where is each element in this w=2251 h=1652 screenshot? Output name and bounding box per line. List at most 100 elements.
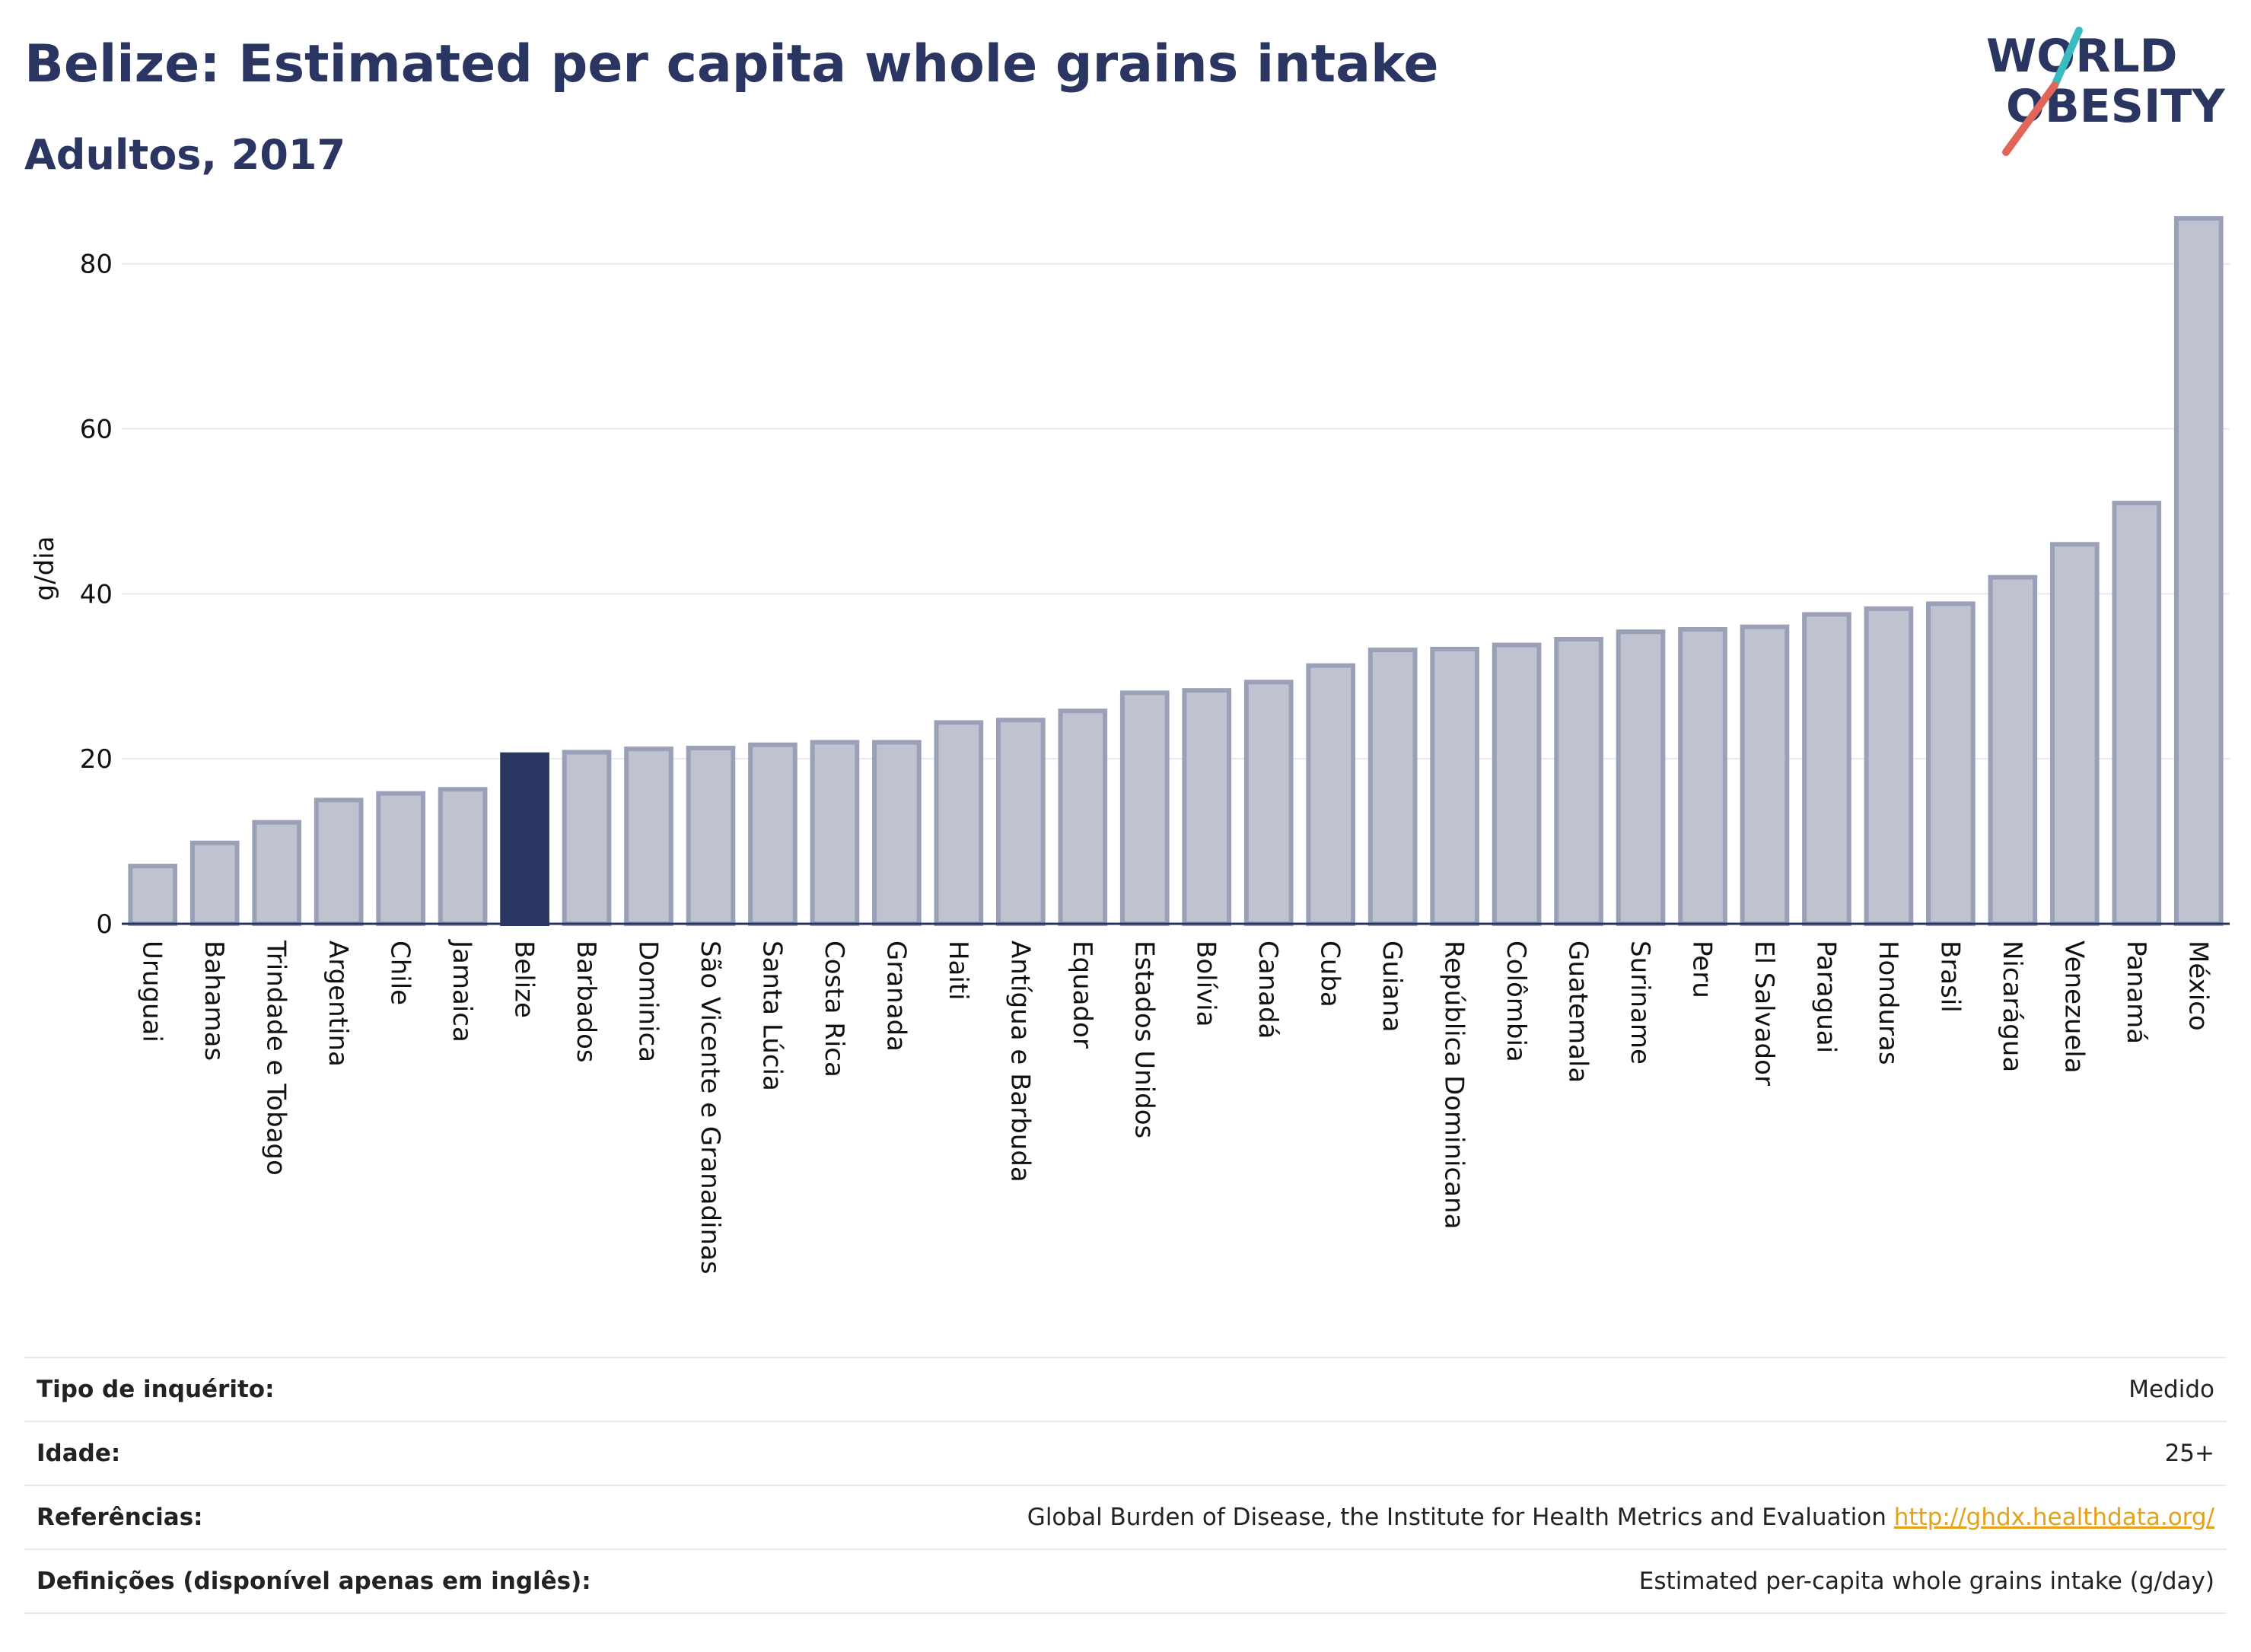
bar-república-dominicana[interactable]: [1430, 646, 1479, 926]
bar-estados-unidos[interactable]: [1119, 690, 1170, 926]
meta-value: Medido: [2128, 1376, 2214, 1403]
bar-chart: 0 20 40 60 80 Uruguai Bahamas Trindade e Tobag…: [30, 216, 2230, 1275]
x-tick-label: México: [2183, 941, 2213, 1031]
x-tick-label: Granada: [880, 941, 911, 1052]
chart-title: Belize: Estimated per capita whole grain…: [24, 34, 1439, 94]
x-tick-label: Colômbia: [1501, 941, 1531, 1062]
x-tick-label: Argentina: [323, 941, 353, 1067]
bar-el-salvador[interactable]: [1740, 624, 1790, 927]
meta-value: Global Burden of Disease, the Institute …: [1027, 1504, 2227, 1531]
x-tick-label: Guatemala: [1563, 941, 1594, 1083]
x-tick-label: Costa Rica: [819, 941, 849, 1077]
x-tick-label: Bolívia: [1191, 941, 1221, 1027]
y-tick-label: 20: [80, 744, 113, 775]
bar-colômbia[interactable]: [1492, 642, 1542, 926]
bar-venezuela[interactable]: [2049, 542, 2100, 926]
x-tick-label: Haiti: [943, 941, 973, 1001]
world-obesity-logo: WORLD OBESITY: [1986, 27, 2226, 156]
bar-canadá[interactable]: [1243, 680, 1294, 927]
x-tick-label: Honduras: [1873, 941, 1903, 1065]
x-tick-label: Antígua e Barbuda: [1005, 941, 1035, 1183]
bar-barbados[interactable]: [562, 750, 612, 926]
bar-dominica[interactable]: [624, 746, 673, 926]
gridlines: [122, 263, 2230, 925]
y-tick-label: 40: [80, 579, 113, 610]
bar-honduras[interactable]: [1864, 606, 1914, 926]
bar-guiana[interactable]: [1367, 648, 1418, 927]
bars: [128, 216, 2224, 927]
meta-label: Idade:: [37, 1440, 121, 1467]
x-tick-label: Peru: [1687, 941, 1718, 998]
x-tick-label: Brasil: [1934, 941, 1965, 1013]
x-axis-labels: Uruguai Bahamas Trindade e Tobago Argentina…: [137, 939, 2214, 1275]
x-tick-label: Equador: [1067, 941, 1097, 1049]
reference-link[interactable]: http://ghdx.healthdata.org/: [1893, 1504, 2214, 1531]
x-tick-label: Belize: [509, 941, 540, 1018]
meta-row-references: Referências: Global Burden of Disease, t…: [24, 1485, 2227, 1549]
chart-subtitle: Adultos, 2017: [24, 131, 346, 179]
meta-label: Tipo de inquérito:: [37, 1376, 275, 1403]
x-tick-label: Bahamas: [199, 941, 229, 1061]
reference-text: Global Burden of Disease, the Institute …: [1027, 1504, 1886, 1531]
x-tick-label: Venezuela: [2058, 941, 2089, 1074]
meta-row-survey: Tipo de inquérito: Medido: [24, 1357, 2227, 1421]
x-tick-label: Barbados: [571, 941, 601, 1063]
bar-costa-rica[interactable]: [810, 740, 860, 926]
x-tick-label: El Salvador: [1749, 941, 1779, 1086]
meta-row-age: Idade: 25+: [24, 1421, 2227, 1485]
x-tick-label: Cuba: [1315, 941, 1345, 1007]
bar-equador[interactable]: [1058, 708, 1108, 927]
bar-haiti[interactable]: [934, 720, 984, 926]
x-tick-label: Santa Lúcia: [756, 941, 787, 1091]
meta-value: 25+: [2164, 1440, 2214, 1467]
bar-méxico[interactable]: [2173, 216, 2224, 926]
logo-line1: WORLD: [1986, 30, 2177, 83]
bar-nicarágua[interactable]: [1988, 575, 2038, 926]
meta-label: Definições (disponível apenas em inglês)…: [37, 1568, 591, 1595]
bar-paraguai[interactable]: [1802, 612, 1851, 926]
bar-são-vicente-e-granadinas[interactable]: [686, 746, 736, 926]
bar-chile[interactable]: [376, 791, 425, 926]
bar-bolívia[interactable]: [1182, 688, 1232, 926]
bar-santa-lúcia[interactable]: [748, 742, 798, 926]
x-tick-label: Dominica: [633, 941, 664, 1062]
y-tick-label: 80: [80, 250, 113, 280]
y-tick-label: 0: [96, 909, 113, 940]
bar-belize[interactable]: [500, 752, 549, 926]
x-tick-label: Canadá: [1253, 941, 1283, 1039]
x-tick-label: Chile: [385, 941, 415, 1005]
bar-argentina[interactable]: [314, 797, 364, 926]
x-tick-label: Panamá: [2121, 941, 2151, 1044]
x-tick-label: Paraguai: [1810, 941, 1841, 1053]
bar-suriname[interactable]: [1616, 629, 1666, 926]
bar-brasil[interactable]: [1926, 601, 1976, 926]
y-axis-ticks: 0 20 40 60 80: [80, 250, 113, 940]
x-tick-label: Nicarágua: [1997, 941, 2027, 1072]
meta-value: Estimated per-capita whole grains intake…: [1638, 1568, 2214, 1595]
logo-slash-teal: [2051, 27, 2083, 89]
metadata-table: Tipo de inquérito: Medido Idade: 25+ Ref…: [24, 1357, 2227, 1614]
bar-uruguai[interactable]: [128, 864, 178, 927]
x-tick-label: Uruguai: [137, 941, 167, 1042]
bar-trindade-e-tobago[interactable]: [252, 820, 302, 927]
x-tick-label: Trindade e Tobago: [261, 940, 291, 1176]
bar-jamaica[interactable]: [438, 787, 488, 927]
y-tick-label: 60: [80, 415, 113, 445]
x-tick-label: Guiana: [1377, 941, 1407, 1033]
logo-slash-red: [2002, 81, 2058, 156]
x-tick-label: Estados Unidos: [1129, 941, 1159, 1138]
bar-cuba[interactable]: [1306, 663, 1356, 927]
bar-antígua-e-barbuda[interactable]: [995, 718, 1046, 926]
bar-peru[interactable]: [1678, 626, 1727, 926]
bar-guatemala[interactable]: [1554, 636, 1603, 926]
x-tick-label: República Dominicana: [1439, 941, 1469, 1229]
bar-bahamas[interactable]: [189, 840, 240, 926]
x-tick-label: Jamaica: [447, 939, 477, 1042]
bar-panamá[interactable]: [2112, 501, 2162, 926]
x-tick-label: São Vicente e Granadinas: [695, 941, 725, 1275]
x-tick-label: Suriname: [1625, 941, 1655, 1065]
bar-granada[interactable]: [872, 740, 922, 926]
meta-label: Referências:: [37, 1504, 203, 1531]
meta-row-definitions: Definições (disponível apenas em inglês)…: [24, 1549, 2227, 1614]
y-axis-label: g/dia: [30, 536, 60, 601]
